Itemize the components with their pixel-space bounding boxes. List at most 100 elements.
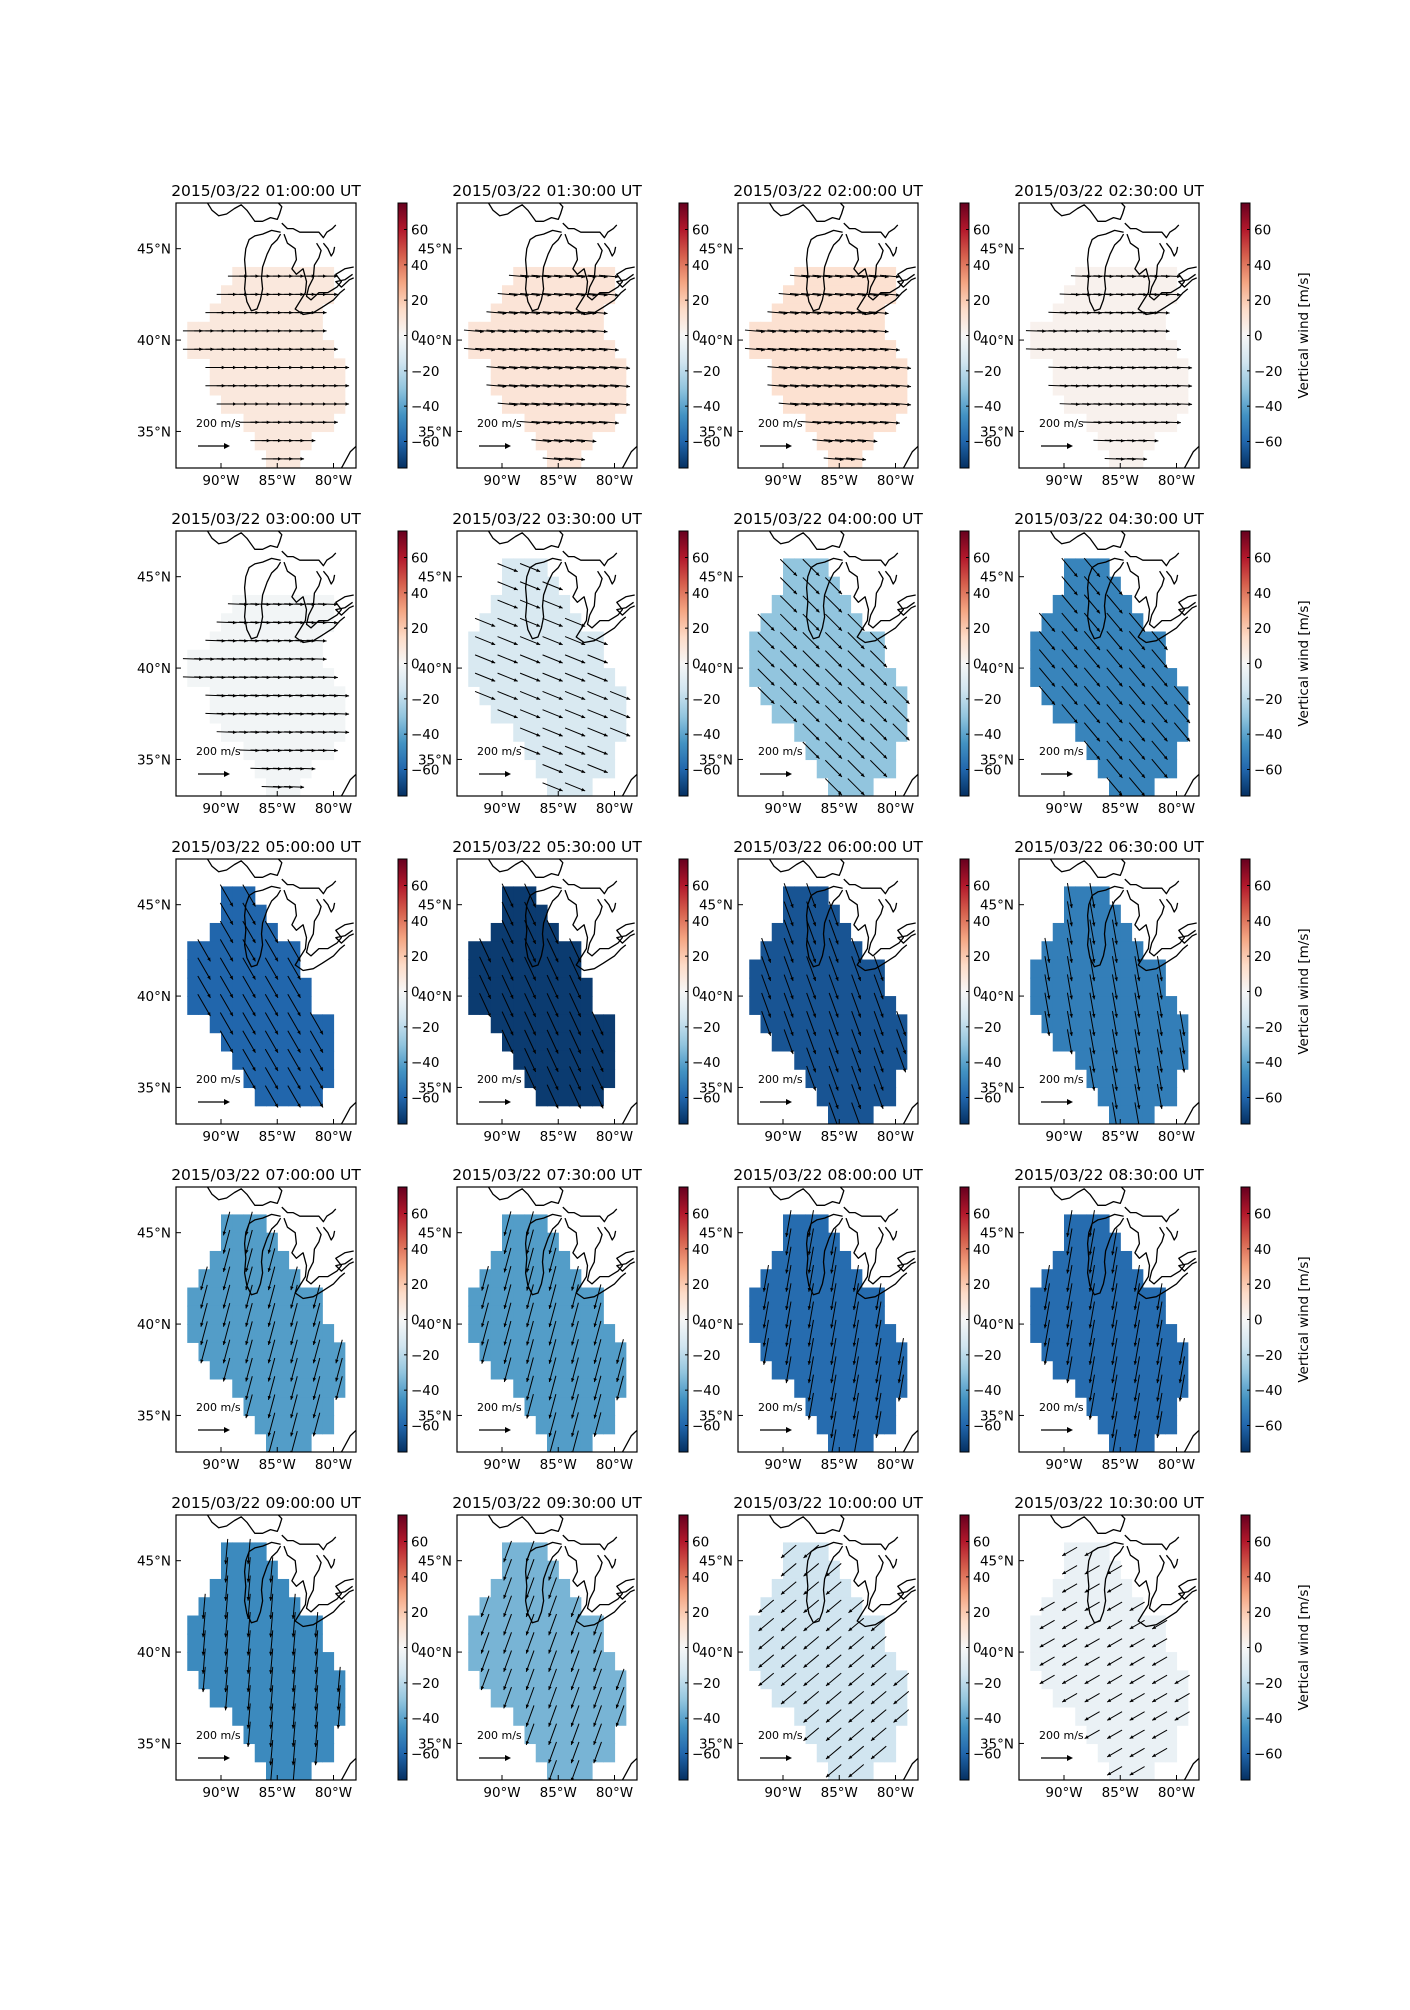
wind-arrow [1106, 1674, 1123, 1685]
wind-cell [322, 1032, 335, 1052]
wind-arrow [1039, 1619, 1055, 1630]
wind-cell [1165, 1360, 1178, 1380]
wind-cell [277, 1615, 290, 1635]
wind-arrow [269, 1593, 274, 1620]
wind-arrow [503, 1247, 512, 1273]
wind-cell [187, 1633, 200, 1653]
coastline [1126, 233, 1189, 316]
wind-arrow [1089, 1047, 1096, 1073]
wind-arrow [314, 1721, 319, 1747]
wind-cell [535, 668, 548, 687]
wind-arrow [807, 1319, 814, 1347]
colorbar-tick-label: 60 [411, 1207, 428, 1223]
wind-cell [558, 686, 571, 706]
colorbar-tick-label: 60 [973, 1207, 990, 1223]
coastline [1124, 1206, 1180, 1223]
colorbar-tick-label: −40 [1254, 399, 1283, 415]
wind-cell [232, 1050, 245, 1070]
wind-cell [1120, 1069, 1133, 1089]
coastline [1086, 557, 1125, 640]
wind-cell [839, 1652, 852, 1671]
wind-arrow [290, 1303, 298, 1327]
wind-arrow [1134, 1047, 1141, 1073]
axes-frame [737, 530, 919, 797]
wind-arrow [317, 602, 338, 607]
wind-arrow [242, 1030, 256, 1053]
wind-cell [277, 1670, 290, 1690]
wind-arrow [1133, 1374, 1140, 1402]
lat-tick-label: 40°N [699, 661, 733, 677]
wind-cell [816, 704, 829, 724]
wind-arrow [317, 748, 338, 753]
wind-cell [816, 1360, 829, 1380]
wind-arrow [329, 693, 350, 698]
wind-arrow [1128, 630, 1146, 651]
wind-arrow [1066, 1246, 1073, 1274]
wind-arrow [598, 293, 619, 297]
wind-cell [535, 1415, 548, 1435]
wind-cell [513, 977, 526, 997]
wind-arrow [481, 1320, 489, 1346]
wind-arrow [222, 1284, 231, 1309]
coastline [243, 885, 282, 968]
wind-cell [1075, 977, 1088, 997]
wind-cell [1030, 1633, 1043, 1653]
wind-arrow [1151, 1619, 1168, 1630]
lat-tick-label: 45°N [137, 898, 171, 914]
wind-arrow [1128, 777, 1146, 796]
colorbar-tick-label: 40 [692, 258, 709, 274]
wind-cell [1142, 1032, 1155, 1052]
coastline [805, 229, 844, 312]
wind-cell [299, 1706, 312, 1726]
wind-cell [1165, 1087, 1178, 1107]
scale-arrow-label: 200 m/s [1039, 417, 1084, 430]
wind-arrow [269, 1739, 274, 1766]
coastline [524, 1541, 563, 1624]
wind-cell [322, 1652, 335, 1671]
wind-cell [861, 1378, 874, 1398]
wind-cell [299, 1032, 312, 1052]
coastline [805, 885, 844, 968]
wind-cell [794, 686, 807, 706]
wind-arrow [267, 1412, 276, 1437]
coastline [586, 1554, 635, 1613]
wind-cell [1097, 922, 1110, 942]
wind-cell [468, 996, 481, 1015]
wind-cell [1097, 741, 1110, 761]
wind-cell [816, 1597, 829, 1617]
wind-arrow [291, 1739, 296, 1766]
wind-cell [794, 1560, 807, 1580]
colorbar-tick-label: 0 [973, 329, 982, 345]
wind-arrow [570, 1686, 580, 1709]
wind-cell [1165, 1069, 1178, 1089]
wind-cell [254, 1670, 267, 1690]
wind-arrow [1084, 1674, 1100, 1685]
wind-cell [794, 1597, 807, 1617]
wind-arrow [1083, 649, 1101, 669]
wind-cell [535, 1378, 548, 1398]
wind-cell [861, 977, 874, 997]
wind-arrow [615, 1705, 625, 1727]
wind-cell [1075, 904, 1088, 924]
wind-cell [535, 1542, 548, 1562]
wind-cell [322, 1360, 335, 1380]
wind-arrow [783, 901, 794, 927]
wind-cell [209, 1305, 222, 1325]
wind-cell [513, 959, 526, 979]
wind-cell [1097, 904, 1110, 924]
wind-arrow [526, 1339, 534, 1364]
wind-cell [277, 1014, 290, 1034]
wind-cell [535, 722, 548, 742]
wind-arrow [479, 938, 492, 963]
wind-arrow [503, 1559, 512, 1581]
wind-arrow [897, 1374, 904, 1402]
wind-arrow [875, 1392, 882, 1420]
wind-arrow [1039, 1656, 1055, 1666]
wind-arrow [1172, 402, 1193, 406]
wind-arrow [1106, 685, 1123, 706]
panel-title: 2015/03/22 07:00:00 UT [171, 1166, 361, 1184]
wind-arrow [875, 1374, 882, 1402]
wind-arrow [474, 690, 496, 701]
panel-title: 2015/03/22 04:00:00 UT [733, 510, 923, 528]
